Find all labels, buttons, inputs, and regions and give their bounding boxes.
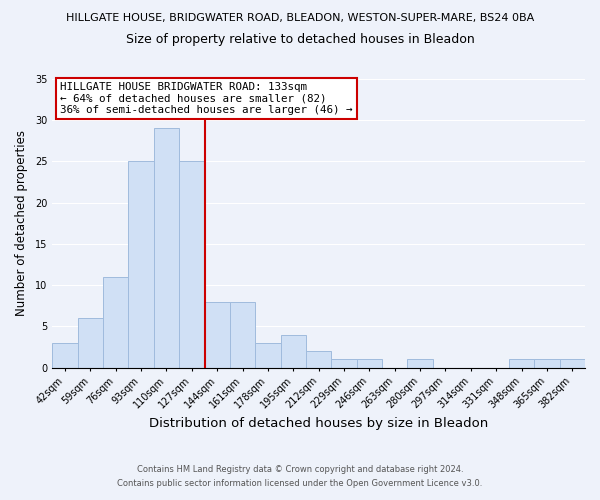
Bar [407, 360, 433, 368]
Bar [154, 128, 179, 368]
Text: HILLGATE HOUSE BRIDGWATER ROAD: 133sqm
← 64% of detached houses are smaller (82): HILLGATE HOUSE BRIDGWATER ROAD: 133sqm ←… [60, 82, 353, 115]
Bar [52, 343, 77, 367]
Y-axis label: Number of detached properties: Number of detached properties [15, 130, 28, 316]
Bar [179, 162, 205, 368]
Text: Contains HM Land Registry data © Crown copyright and database right 2024.
Contai: Contains HM Land Registry data © Crown c… [118, 466, 482, 487]
Bar [331, 360, 357, 368]
Bar [230, 302, 255, 368]
Bar [77, 318, 103, 368]
Text: Size of property relative to detached houses in Bleadon: Size of property relative to detached ho… [125, 32, 475, 46]
X-axis label: Distribution of detached houses by size in Bleadon: Distribution of detached houses by size … [149, 417, 488, 430]
Bar [560, 360, 585, 368]
Bar [306, 351, 331, 368]
Bar [357, 360, 382, 368]
Bar [255, 343, 281, 367]
Bar [128, 162, 154, 368]
Bar [103, 277, 128, 368]
Bar [205, 302, 230, 368]
Bar [281, 334, 306, 368]
Bar [534, 360, 560, 368]
Bar [509, 360, 534, 368]
Text: HILLGATE HOUSE, BRIDGWATER ROAD, BLEADON, WESTON-SUPER-MARE, BS24 0BA: HILLGATE HOUSE, BRIDGWATER ROAD, BLEADON… [66, 12, 534, 22]
